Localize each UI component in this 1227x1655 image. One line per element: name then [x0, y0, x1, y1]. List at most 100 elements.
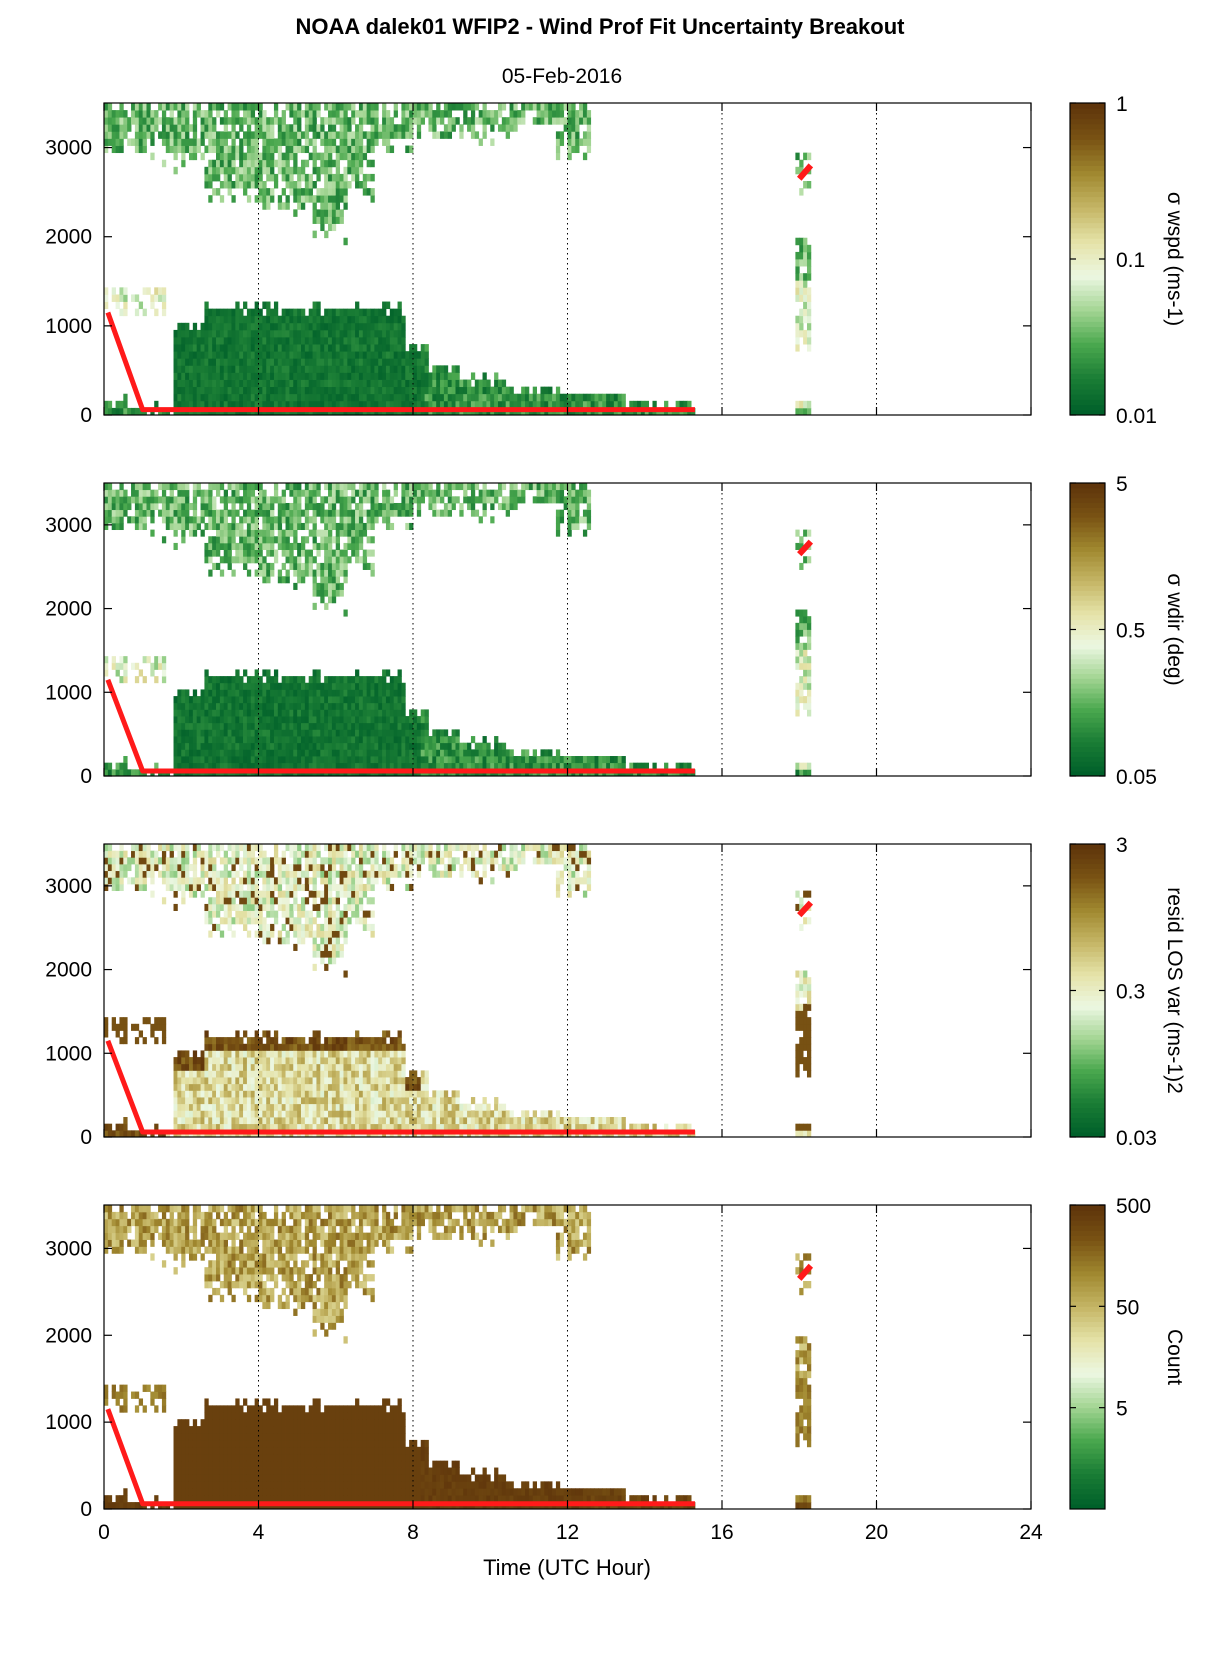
heatmap-cell — [266, 549, 271, 557]
heatmap-cell — [374, 315, 379, 324]
heatmap-cell — [212, 344, 217, 352]
heatmap-cell — [142, 308, 147, 317]
heatmap-cell — [316, 569, 321, 577]
heatmap-cell — [266, 736, 271, 744]
heatmap-cell — [304, 188, 310, 196]
heatmap-cell — [320, 716, 325, 724]
heatmap-cell — [239, 138, 244, 146]
heatmap-cell — [331, 483, 337, 491]
heatmap-cell — [304, 138, 310, 146]
heatmap-cell — [185, 322, 190, 331]
heatmap-cell — [355, 124, 360, 132]
heatmap-cell — [640, 762, 646, 770]
heatmap-cell — [223, 536, 228, 544]
heatmap-cell — [806, 400, 812, 409]
heatmap-cell — [281, 379, 286, 388]
heatmap-cell — [343, 676, 348, 684]
heatmap-cell — [463, 483, 468, 491]
heatmap-cell — [335, 549, 341, 557]
heatmap-cell — [254, 181, 259, 189]
heatmap-cell — [679, 762, 684, 770]
heatmap-cell — [586, 502, 592, 511]
heatmap-cell — [362, 716, 368, 724]
heatmap-cell — [104, 857, 109, 865]
heatmap-cell — [432, 756, 437, 764]
heatmap-cell — [409, 489, 414, 497]
heatmap-cell — [177, 489, 182, 497]
heatmap-cell — [227, 337, 232, 345]
heatmap-cell — [196, 756, 201, 764]
heatmap-cell — [146, 110, 151, 118]
heatmap-cell — [239, 689, 244, 697]
heatmap-cell — [200, 696, 205, 704]
heatmap-cell — [385, 131, 391, 139]
heatmap-cell — [358, 315, 364, 324]
colorbar-step — [1070, 512, 1105, 518]
heatmap-cell — [486, 386, 491, 395]
heatmap-cell — [173, 736, 178, 744]
heatmap-cell — [366, 131, 371, 139]
heatmap-cell — [347, 145, 352, 154]
heatmap-cell — [559, 131, 565, 139]
heatmap-cell — [297, 576, 302, 584]
heatmap-cell — [208, 400, 213, 409]
heatmap-cell — [370, 682, 375, 690]
heatmap-cell — [358, 709, 364, 717]
heatmap-cell — [413, 736, 418, 744]
heatmap-cell — [246, 358, 252, 366]
heatmap-cell — [154, 863, 159, 872]
heatmap-cell — [316, 702, 321, 710]
heatmap-cell — [509, 117, 514, 125]
heatmap-cell — [223, 329, 228, 338]
heatmap-cell — [795, 152, 800, 161]
heatmap-cell — [312, 516, 317, 524]
heatmap-cell — [235, 322, 240, 331]
heatmap-cell — [339, 522, 344, 531]
heatmap-cell — [389, 365, 395, 373]
heatmap-cell — [289, 322, 294, 331]
heatmap-cell — [370, 344, 375, 352]
heatmap-cell — [555, 103, 561, 111]
heatmap-cell — [501, 400, 507, 409]
heatmap-cell — [586, 756, 592, 764]
heatmap-cell — [795, 649, 800, 657]
heatmap-cell — [362, 762, 368, 770]
heatmap-cell — [177, 702, 182, 710]
heatmap-cell — [362, 522, 368, 531]
heatmap-cell — [281, 351, 286, 359]
heatmap-cell — [216, 489, 221, 497]
heatmap-cell — [285, 696, 290, 704]
heatmap-cell — [358, 556, 364, 564]
heatmap-cell — [324, 365, 329, 373]
heatmap-cell — [227, 509, 232, 517]
heatmap-cell — [185, 489, 190, 497]
heatmap-cell — [312, 216, 317, 224]
heatmap-cell — [158, 103, 163, 111]
heatmap-cell — [540, 749, 545, 757]
heatmap-cell — [343, 138, 348, 146]
heatmap-cell — [158, 870, 163, 878]
heatmap-cell — [517, 762, 522, 770]
heatmap-cell — [204, 400, 209, 409]
heatmap-cell — [200, 529, 205, 537]
heatmap-cell — [216, 103, 221, 111]
heatmap-cell — [389, 736, 395, 744]
heatmap-cell — [219, 117, 225, 125]
heatmap-cell — [617, 756, 622, 764]
heatmap-cell — [324, 562, 329, 570]
heatmap-cell — [335, 400, 341, 409]
heatmap-cell — [177, 1103, 182, 1111]
heatmap-cell — [324, 138, 329, 146]
heatmap-cell — [320, 576, 325, 584]
heatmap-cell — [331, 202, 337, 210]
heatmap-cell — [212, 1110, 217, 1118]
heatmap-cell — [582, 496, 588, 504]
heatmap-cell — [235, 696, 240, 704]
heatmap-cell — [575, 522, 580, 531]
heatmap-cell — [212, 729, 217, 737]
heatmap-cell — [339, 216, 344, 224]
heatmap-cell — [297, 372, 302, 380]
heatmap-cell — [331, 216, 337, 224]
heatmap-cell — [181, 351, 186, 359]
heatmap-cell — [254, 749, 259, 757]
